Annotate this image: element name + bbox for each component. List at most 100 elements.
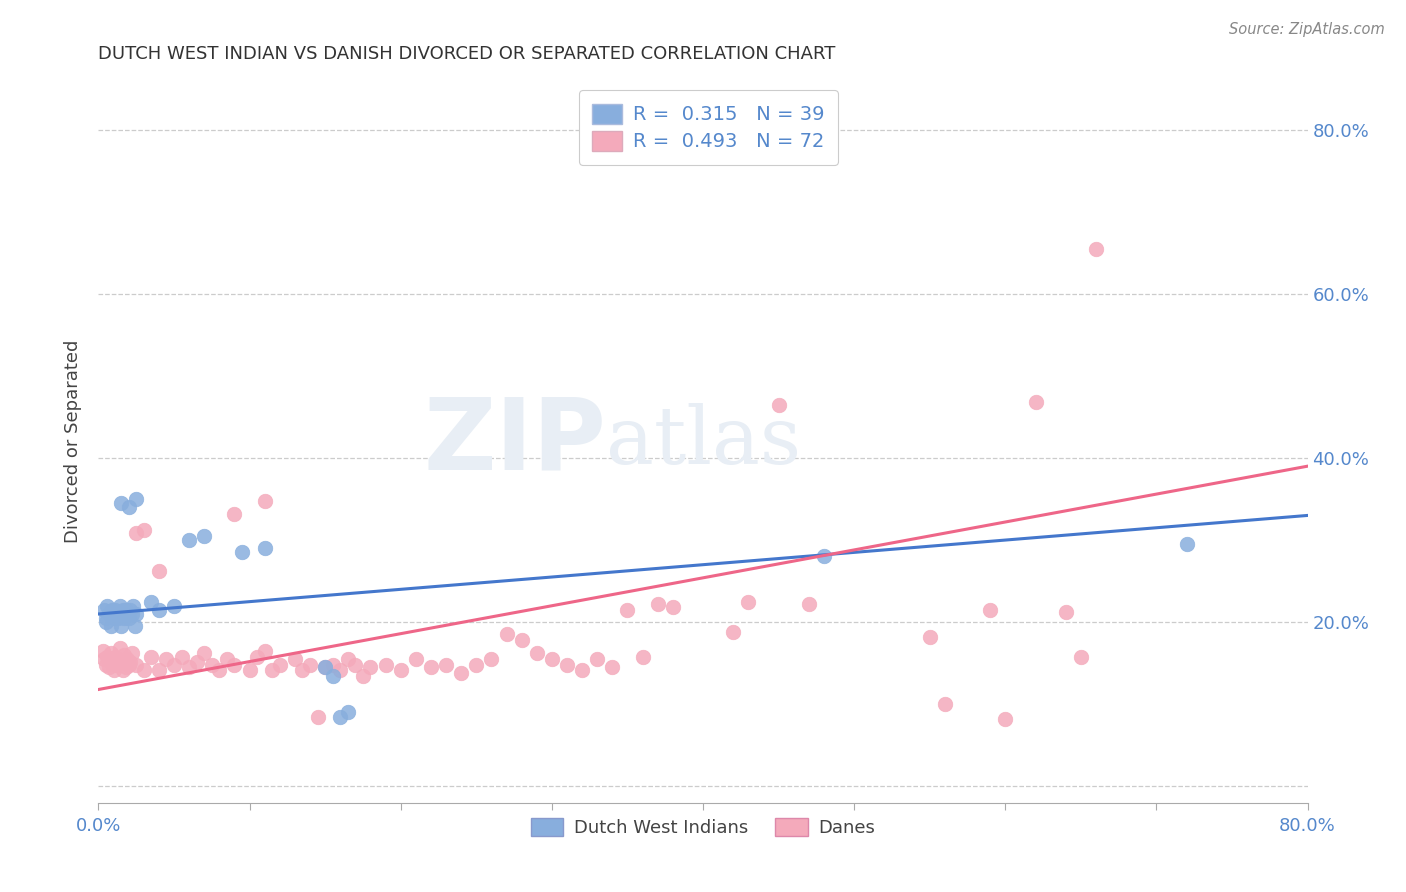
Point [510,633,533,648]
Point [405,652,427,666]
Point [115,652,138,666]
Point [360,660,382,674]
Point [1024,395,1046,409]
Point [120,655,142,669]
Point [526,646,548,660]
Point [540,652,562,666]
Point [208,663,231,677]
Point [121,646,143,660]
Point [253,541,276,556]
Point [813,549,835,564]
Point [450,666,472,681]
Point [179,533,201,547]
Point [100,619,122,633]
Point [163,657,186,672]
Point [118,611,141,625]
Point [329,663,352,677]
Point [768,398,790,412]
Point [389,663,412,677]
Point [125,657,148,672]
Point [148,663,170,677]
Text: DUTCH WEST INDIAN VS DANISH DIVORCED OR SEPARATED CORRELATION CHART: DUTCH WEST INDIAN VS DANISH DIVORCED OR … [98,45,835,63]
Point [114,603,136,617]
Point [125,491,148,506]
Point [118,500,141,515]
Point [555,657,578,672]
Point [215,652,238,666]
Point [125,526,148,541]
Text: ZIP: ZIP [423,393,606,490]
Point [114,660,136,674]
Point [602,660,624,674]
Point [110,619,132,633]
Point [100,646,122,660]
Point [239,663,262,677]
Point [201,657,224,672]
Point [344,657,367,672]
Legend: Dutch West Indians, Danes: Dutch West Indians, Danes [523,811,883,845]
Point [224,507,246,521]
Point [994,712,1017,726]
Point [163,599,186,613]
Point [108,641,131,656]
Point [155,652,177,666]
Point [465,657,488,672]
Point [107,611,129,625]
Point [132,663,155,677]
Point [329,709,352,723]
Point [336,706,359,720]
Text: Source: ZipAtlas.com: Source: ZipAtlas.com [1229,22,1385,37]
Point [132,523,155,537]
Point [186,655,208,669]
Point [797,597,820,611]
Point [93,603,115,617]
Point [314,660,336,674]
Point [148,564,170,578]
Point [94,611,117,625]
Point [374,657,396,672]
Point [101,603,124,617]
Point [262,663,284,677]
Point [120,603,142,617]
Point [193,646,215,660]
Point [111,603,134,617]
Point [115,607,138,621]
Point [141,649,163,664]
Text: atlas: atlas [606,402,801,481]
Point [101,657,124,671]
Point [979,603,1001,617]
Point [269,657,291,672]
Point [284,652,307,666]
Point [104,603,127,617]
Point [322,657,344,672]
Point [179,660,201,674]
Point [105,657,128,672]
Point [124,619,146,633]
Point [1054,605,1077,619]
Y-axis label: Divorced or Separated: Divorced or Separated [65,340,83,543]
Point [193,529,215,543]
Point [420,660,443,674]
Point [495,627,517,641]
Point [141,594,163,608]
Point [661,600,683,615]
Point [121,607,143,621]
Point [96,599,118,613]
Point [723,625,745,640]
Point [112,611,135,625]
Point [631,649,654,664]
Point [96,649,118,664]
Point [148,603,170,617]
Point [93,652,115,666]
Point [336,652,359,666]
Point [616,603,638,617]
Point [481,652,503,666]
Point [110,655,132,669]
Point [125,607,148,621]
Point [307,709,329,723]
Point [246,649,269,664]
Point [1175,537,1198,551]
Point [98,607,121,621]
Point [94,657,117,672]
Point [571,663,593,677]
